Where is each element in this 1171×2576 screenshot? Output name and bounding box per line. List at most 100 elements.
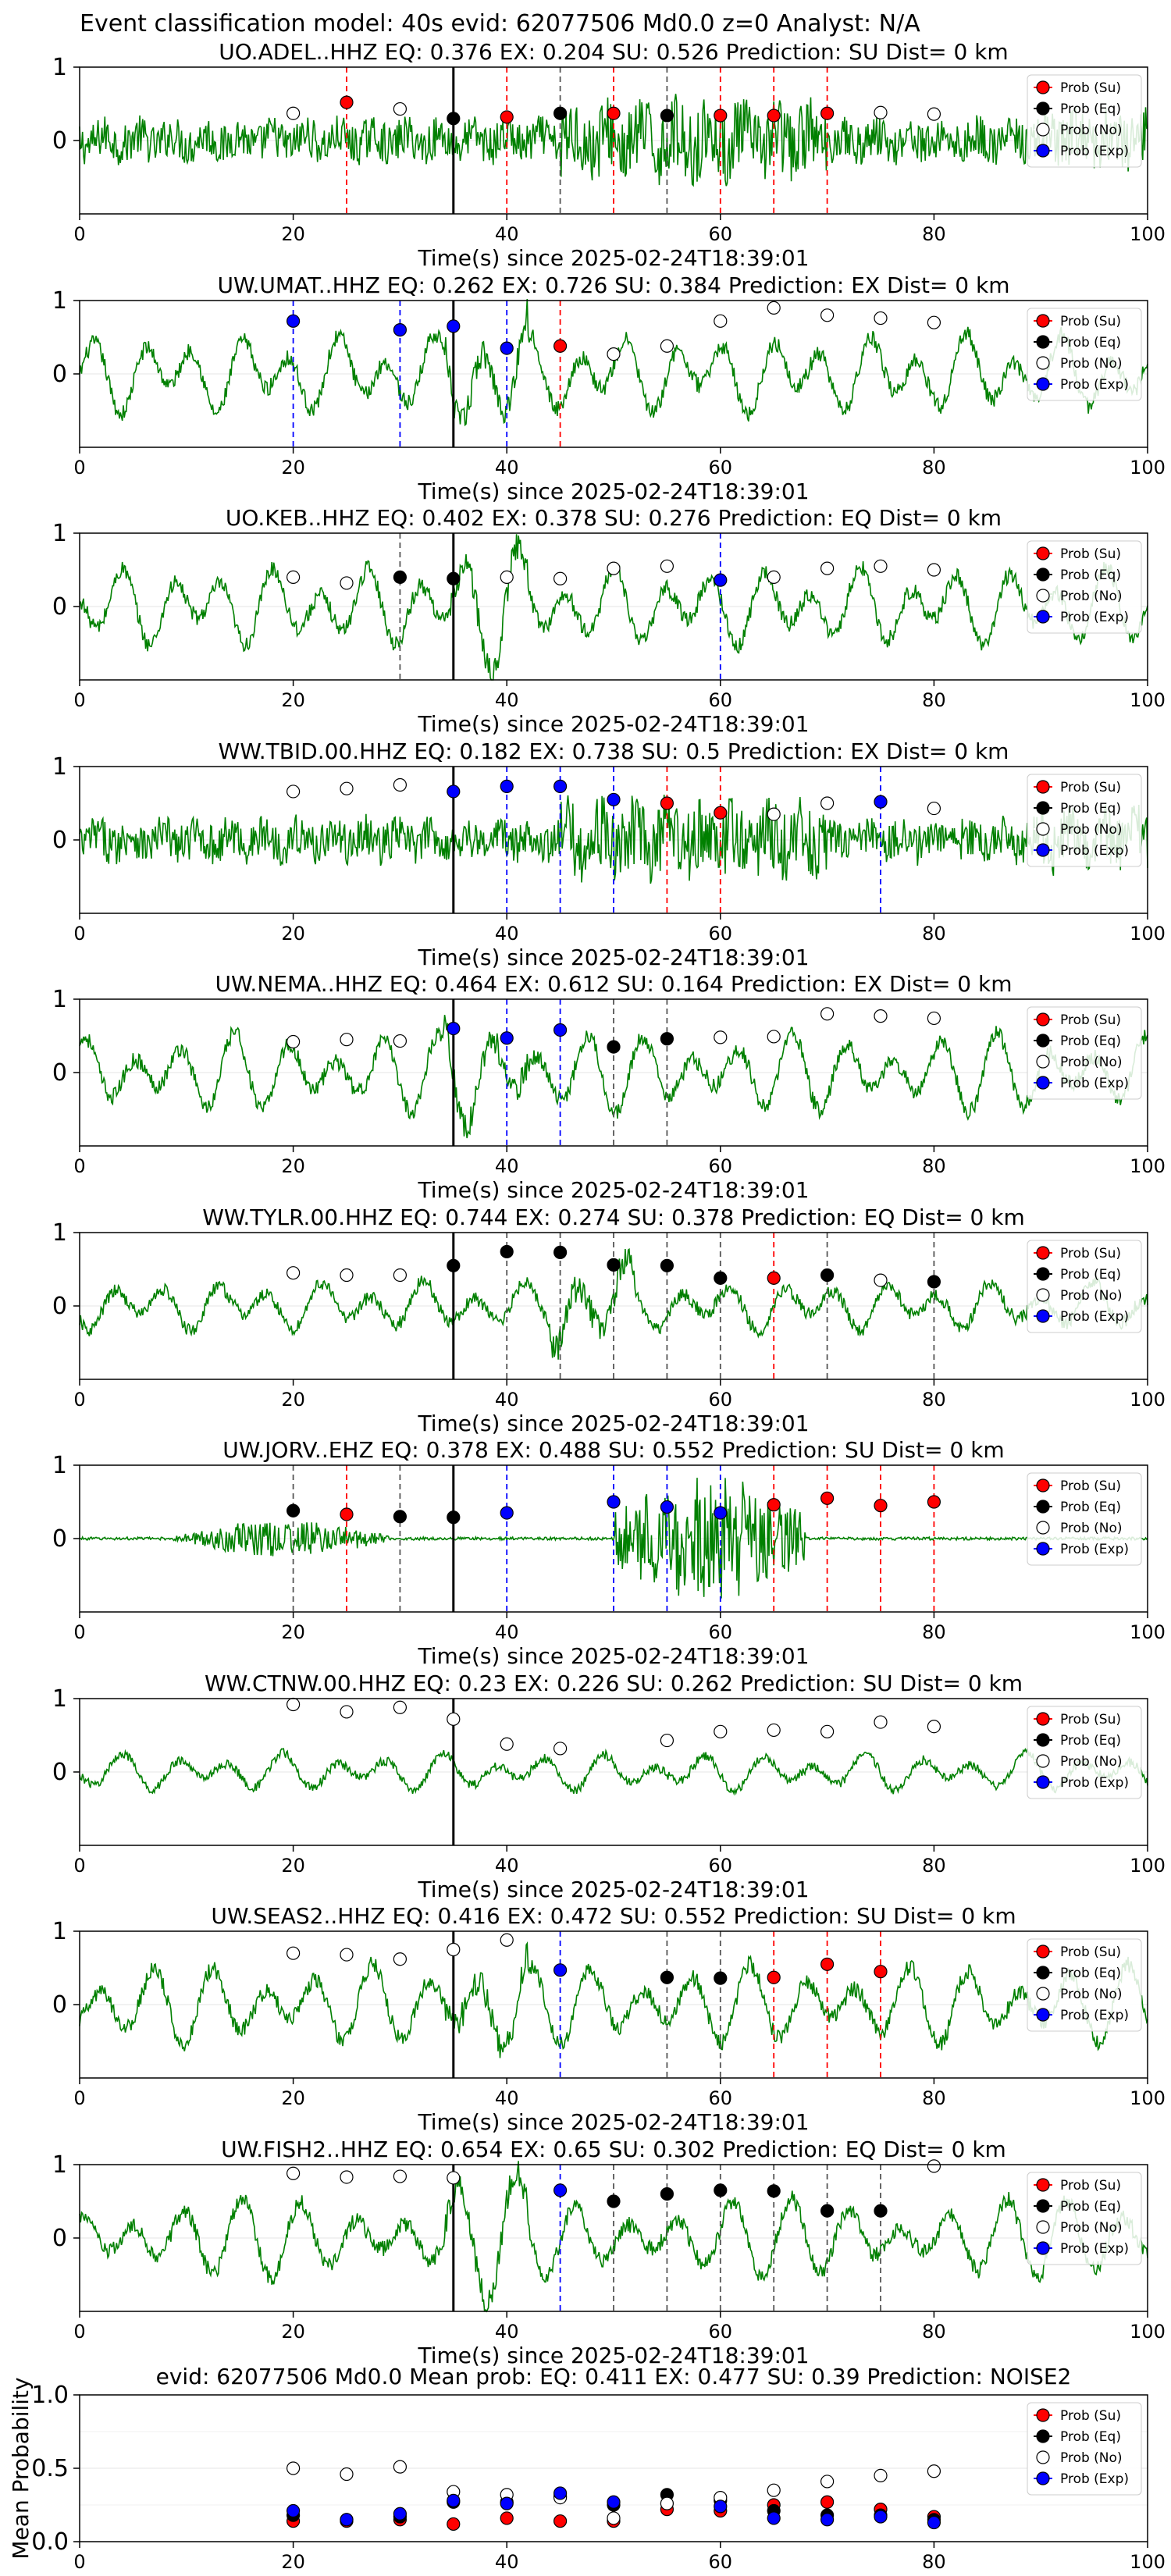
x-tick-label: 80 [922, 1855, 946, 1877]
legend-label: Prob (No) [1060, 1288, 1123, 1304]
panel-title: UO.KEB..HHZ EQ: 0.402 EX: 0.378 SU: 0.27… [226, 505, 1002, 531]
x-axis-label: Time(s) since 2025-02-24T18:39:01 [417, 1411, 809, 1436]
x-tick-label: 40 [495, 2321, 519, 2343]
x-tick-label: 60 [709, 457, 733, 479]
x-tick-label: 20 [281, 2321, 305, 2343]
probability-point [767, 301, 781, 315]
probability-point [714, 1724, 728, 1738]
legend-label: Prob (No) [1060, 1521, 1123, 1536]
probability-point [287, 570, 301, 585]
legend-label: Prob (Su) [1060, 1712, 1121, 1727]
legend-label: Prob (No) [1060, 1055, 1123, 1070]
panel-title: WW.TBID.00.HHZ EQ: 0.182 EX: 0.738 SU: 0… [219, 738, 1009, 764]
legend-marker [1036, 546, 1050, 560]
station-panel-uo-adel--hhz: UO.ADEL..HHZ EQ: 0.376 EX: 0.204 SU: 0.5… [52, 39, 1166, 271]
y-tick-label: 0 [52, 1759, 67, 1786]
mean-point-su [500, 2511, 514, 2525]
legend-label: Prob (Eq) [1060, 568, 1121, 583]
mean-probability-panel: evid: 62077506 Md0.0 Mean prob: EQ: 0.41… [8, 2364, 1166, 2573]
x-tick-label: 60 [709, 2087, 733, 2109]
legend-box [1027, 540, 1142, 634]
x-tick-label: 80 [922, 2321, 946, 2343]
legend-marker [1036, 1775, 1050, 1789]
legend-marker [1036, 780, 1050, 794]
legend-label: Prob (Exp) [1060, 1542, 1129, 1557]
waveform-trace [79, 299, 1148, 427]
probability-point [714, 1971, 728, 1985]
x-tick-label: 40 [495, 689, 519, 711]
y-tick-label: 1 [52, 986, 67, 1013]
x-tick-label: 40 [495, 2087, 519, 2109]
probability-point [500, 341, 514, 355]
probability-point [660, 109, 674, 123]
probability-point [393, 1952, 408, 1966]
probability-point [927, 1011, 941, 1026]
probability-point [500, 1737, 514, 1751]
waveform-trace [79, 1747, 1148, 1796]
waveform-trace [79, 534, 1148, 681]
legend-marker [1036, 1500, 1050, 1514]
y-tick-label: 0 [52, 827, 67, 854]
legend-marker [1036, 356, 1050, 370]
legend-marker [1036, 1309, 1050, 1323]
x-tick-label: 80 [922, 689, 946, 711]
legend-label: Prob (Eq) [1060, 1966, 1121, 1981]
station-panel-uw-fish2--hhz: UW.FISH2..HHZ EQ: 0.654 EX: 0.65 SU: 0.3… [52, 2137, 1166, 2368]
probability-point [500, 779, 514, 793]
legend-marker [1036, 2178, 1050, 2192]
y-tick-label: 0 [52, 361, 67, 388]
mean-point-exp [607, 2495, 621, 2509]
probability-point [714, 573, 728, 587]
legend-label: Prob (Su) [1060, 1012, 1121, 1028]
x-tick-label: 100 [1130, 1155, 1166, 1177]
probability-point [874, 105, 888, 119]
probability-point [874, 1965, 888, 1979]
probability-point [820, 308, 835, 322]
x-tick-label: 0 [73, 1855, 85, 1877]
mean-point-exp [500, 2496, 514, 2510]
probability-point [927, 1495, 941, 1509]
panel-title: UW.UMAT..HHZ EQ: 0.262 EX: 0.726 SU: 0.3… [218, 272, 1010, 298]
legend-label: Prob (Eq) [1060, 1267, 1121, 1283]
x-tick-label: 80 [922, 923, 946, 945]
probability-point [287, 1266, 301, 1280]
probability-point [553, 2183, 568, 2197]
probability-point [927, 563, 941, 577]
probability-point [287, 2166, 301, 2180]
probability-point [340, 95, 354, 109]
probability-point [820, 561, 835, 575]
y-tick-label: 0.0 [31, 2528, 69, 2556]
probability-point [874, 2204, 888, 2218]
mean-point-exp [874, 2510, 888, 2524]
legend-marker [1036, 1076, 1050, 1090]
x-tick-label: 60 [709, 1155, 733, 1177]
x-tick-label: 40 [495, 457, 519, 479]
legend-marker [1036, 314, 1050, 328]
legend-label: Prob (Exp) [1060, 1775, 1129, 1791]
y-tick-label: 0 [52, 1293, 67, 1320]
probability-point [927, 801, 941, 816]
probability-point [874, 1499, 888, 1513]
legend-marker [1036, 1542, 1050, 1556]
probability-point [607, 106, 621, 120]
legend-box [1027, 2172, 1142, 2265]
x-tick-label: 20 [281, 689, 305, 711]
mean-point-exp [820, 2513, 835, 2527]
probability-point [607, 347, 621, 361]
panel-title: WW.TYLR.00.HHZ EQ: 0.744 EX: 0.274 SU: 0… [202, 1204, 1025, 1230]
legend-label: Prob (Exp) [1060, 843, 1129, 859]
x-tick-label: 100 [1130, 457, 1166, 479]
probability-point [714, 806, 728, 820]
x-tick-label: 0 [73, 2321, 85, 2343]
probability-point [553, 106, 568, 120]
legend-marker [1036, 335, 1050, 349]
mean-point-exp [340, 2513, 354, 2527]
probability-point [287, 106, 301, 120]
probability-point [874, 1009, 888, 1023]
x-tick-label: 80 [922, 1155, 946, 1177]
legend-marker [1036, 2408, 1050, 2422]
legend-marker [1036, 1246, 1050, 1260]
x-axis-label: Time(s) since 2025-02-24T18:39:01 [417, 479, 809, 504]
y-tick-label: 0 [52, 1991, 67, 2019]
